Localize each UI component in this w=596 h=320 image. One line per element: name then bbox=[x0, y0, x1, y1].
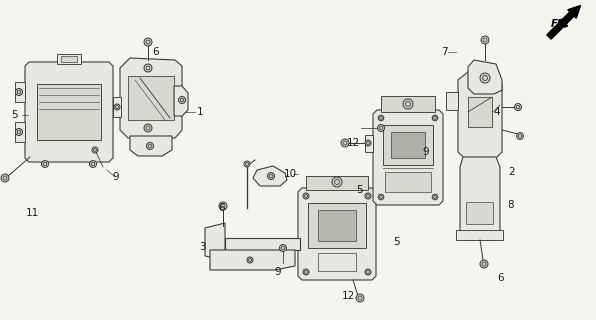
Text: 12: 12 bbox=[347, 138, 360, 148]
Circle shape bbox=[147, 142, 154, 149]
Bar bbox=[306, 176, 368, 190]
Text: 6: 6 bbox=[497, 273, 504, 283]
Circle shape bbox=[114, 104, 120, 110]
Bar bbox=[385, 172, 431, 192]
Polygon shape bbox=[458, 72, 502, 160]
Circle shape bbox=[432, 115, 438, 121]
Circle shape bbox=[280, 244, 287, 252]
Polygon shape bbox=[120, 58, 182, 138]
Text: 8: 8 bbox=[507, 200, 514, 210]
Bar bbox=[318, 253, 356, 271]
Circle shape bbox=[178, 97, 185, 103]
Polygon shape bbox=[253, 166, 287, 186]
Circle shape bbox=[378, 194, 384, 200]
Text: 7: 7 bbox=[442, 47, 448, 57]
Circle shape bbox=[1, 174, 9, 182]
Bar bbox=[391, 132, 425, 158]
Text: 5: 5 bbox=[11, 110, 18, 120]
Polygon shape bbox=[365, 135, 373, 152]
Polygon shape bbox=[298, 188, 376, 280]
Circle shape bbox=[219, 202, 227, 210]
Circle shape bbox=[303, 269, 309, 275]
Circle shape bbox=[480, 73, 490, 83]
Circle shape bbox=[514, 103, 522, 110]
Circle shape bbox=[303, 193, 309, 199]
Circle shape bbox=[42, 161, 48, 167]
Text: 4: 4 bbox=[493, 107, 499, 117]
Circle shape bbox=[89, 161, 97, 167]
Text: 6: 6 bbox=[152, 47, 159, 57]
Polygon shape bbox=[446, 92, 458, 110]
Circle shape bbox=[403, 99, 413, 109]
Polygon shape bbox=[460, 157, 500, 240]
Circle shape bbox=[268, 172, 275, 180]
Circle shape bbox=[432, 194, 438, 200]
Polygon shape bbox=[210, 250, 295, 270]
Polygon shape bbox=[25, 62, 113, 162]
Text: 10: 10 bbox=[284, 169, 297, 179]
Circle shape bbox=[144, 124, 152, 132]
Polygon shape bbox=[456, 230, 503, 240]
Circle shape bbox=[244, 161, 250, 167]
Text: 9: 9 bbox=[275, 267, 281, 277]
Text: 2: 2 bbox=[508, 167, 514, 177]
Bar bbox=[381, 96, 435, 112]
Circle shape bbox=[377, 124, 384, 132]
Circle shape bbox=[247, 257, 253, 263]
Text: 12: 12 bbox=[342, 291, 355, 301]
Text: FR.: FR. bbox=[551, 19, 570, 29]
Circle shape bbox=[365, 193, 371, 199]
Circle shape bbox=[15, 129, 23, 135]
Polygon shape bbox=[373, 110, 443, 205]
Polygon shape bbox=[468, 60, 502, 94]
Circle shape bbox=[15, 89, 23, 95]
Polygon shape bbox=[466, 202, 493, 224]
Text: 3: 3 bbox=[200, 242, 206, 252]
Circle shape bbox=[332, 177, 342, 187]
Text: 1: 1 bbox=[197, 107, 204, 117]
Text: 5: 5 bbox=[393, 237, 400, 247]
Text: 9: 9 bbox=[112, 172, 119, 182]
Polygon shape bbox=[205, 223, 225, 260]
Text: 9: 9 bbox=[422, 147, 429, 157]
Polygon shape bbox=[174, 86, 188, 116]
Bar bbox=[308, 203, 366, 248]
Circle shape bbox=[144, 38, 152, 46]
Polygon shape bbox=[130, 136, 172, 156]
Text: 5: 5 bbox=[356, 185, 363, 195]
Text: 6: 6 bbox=[218, 203, 225, 213]
Bar bbox=[57, 54, 81, 64]
Circle shape bbox=[517, 132, 523, 140]
Polygon shape bbox=[15, 122, 25, 142]
Polygon shape bbox=[15, 82, 25, 102]
FancyArrow shape bbox=[547, 5, 581, 39]
Circle shape bbox=[480, 260, 488, 268]
Polygon shape bbox=[113, 97, 121, 117]
Bar bbox=[37, 84, 101, 140]
Polygon shape bbox=[128, 76, 174, 120]
Circle shape bbox=[356, 294, 364, 302]
Polygon shape bbox=[225, 238, 300, 250]
Circle shape bbox=[341, 139, 349, 147]
Circle shape bbox=[378, 115, 384, 121]
Polygon shape bbox=[468, 97, 492, 127]
Circle shape bbox=[481, 36, 489, 44]
Text: 11: 11 bbox=[26, 208, 39, 218]
Circle shape bbox=[365, 140, 371, 146]
Bar bbox=[383, 125, 433, 165]
Circle shape bbox=[92, 147, 98, 153]
Bar bbox=[61, 56, 77, 62]
Circle shape bbox=[365, 269, 371, 275]
Circle shape bbox=[144, 64, 152, 72]
Bar bbox=[318, 210, 356, 241]
